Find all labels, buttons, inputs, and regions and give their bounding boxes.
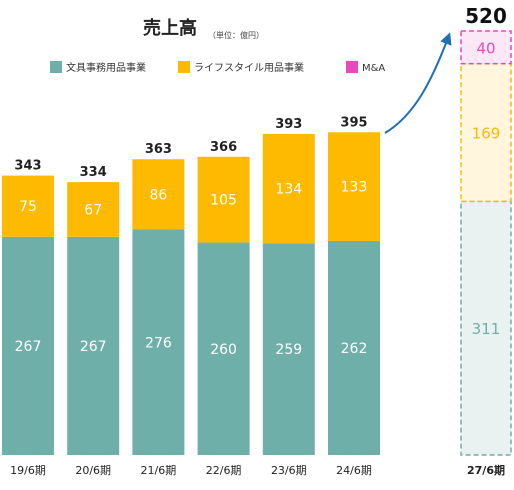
bar-segment	[197, 156, 250, 243]
x-tick-label: 21/6期	[141, 464, 177, 477]
legend-swatch	[50, 61, 62, 73]
bar-segment	[2, 236, 54, 455]
legend-swatch	[346, 61, 358, 73]
chart-title: 売上高	[143, 17, 197, 39]
target-segment-label: 169	[472, 125, 501, 143]
segment-value-label: 267	[80, 339, 107, 355]
legend-swatch	[178, 61, 190, 73]
bar-segment	[132, 159, 185, 230]
target-segment-label: 40	[476, 39, 495, 57]
bar-total-label: 395	[340, 115, 367, 130]
bar-segment	[132, 229, 185, 455]
target-segment	[460, 30, 512, 65]
target-segment-label: 311	[472, 320, 501, 338]
bar-segment	[328, 132, 380, 241]
segment-value-label: 262	[341, 341, 368, 357]
bar-segment	[2, 175, 54, 237]
bar-segment	[67, 236, 120, 455]
segment-value-label: 276	[145, 335, 172, 351]
x-tick-label: 22/6期	[206, 464, 242, 477]
bar-total-label: 334	[80, 165, 107, 180]
target-total-label: 520	[465, 4, 507, 28]
bar-total-label: 366	[210, 140, 237, 155]
bar-segment	[67, 182, 120, 237]
x-tick-label: 23/6期	[271, 464, 307, 477]
segment-value-label: 86	[149, 187, 167, 203]
legend-label: ライフスタイル用品事業	[194, 61, 304, 74]
unit-note: （単位：億円）	[208, 30, 264, 40]
legend: 文具事務用品事業 ライフスタイル用品事業 M&A	[50, 61, 385, 74]
target-group: 311 169 40 520 27/6期	[460, 4, 512, 477]
legend-label: 文具事務用品事業	[66, 61, 146, 74]
bar-total-label: 363	[145, 142, 172, 157]
bars-group: 267 75 343 19/6期 267 67 334 20/6期 276 86 363 21/6期 2…	[2, 115, 380, 477]
growth-arrow	[384, 32, 452, 134]
segment-value-label: 134	[275, 182, 302, 198]
x-tick-label: 24/6期	[336, 464, 372, 477]
segment-value-label: 260	[210, 342, 237, 358]
x-tick-label: 20/6期	[75, 464, 111, 477]
x-tick-label: 19/6期	[10, 464, 46, 477]
legend-label: M&A	[362, 63, 385, 74]
segment-value-label: 67	[84, 202, 102, 218]
segment-value-label: 75	[19, 199, 37, 215]
bar-segment	[197, 242, 250, 455]
bar-total-label: 343	[14, 159, 41, 174]
target-segment	[460, 62, 512, 203]
bar-segment	[262, 133, 315, 244]
segment-value-label: 267	[15, 339, 42, 355]
bar-segment	[262, 243, 315, 455]
segment-value-label: 133	[341, 180, 368, 196]
bar-total-label: 393	[275, 117, 302, 132]
target-x-tick-label: 27/6期	[467, 463, 505, 477]
segment-value-label: 259	[275, 342, 302, 358]
segment-value-label: 105	[210, 193, 237, 209]
bar-segment	[328, 240, 380, 455]
target-segment	[460, 200, 512, 456]
